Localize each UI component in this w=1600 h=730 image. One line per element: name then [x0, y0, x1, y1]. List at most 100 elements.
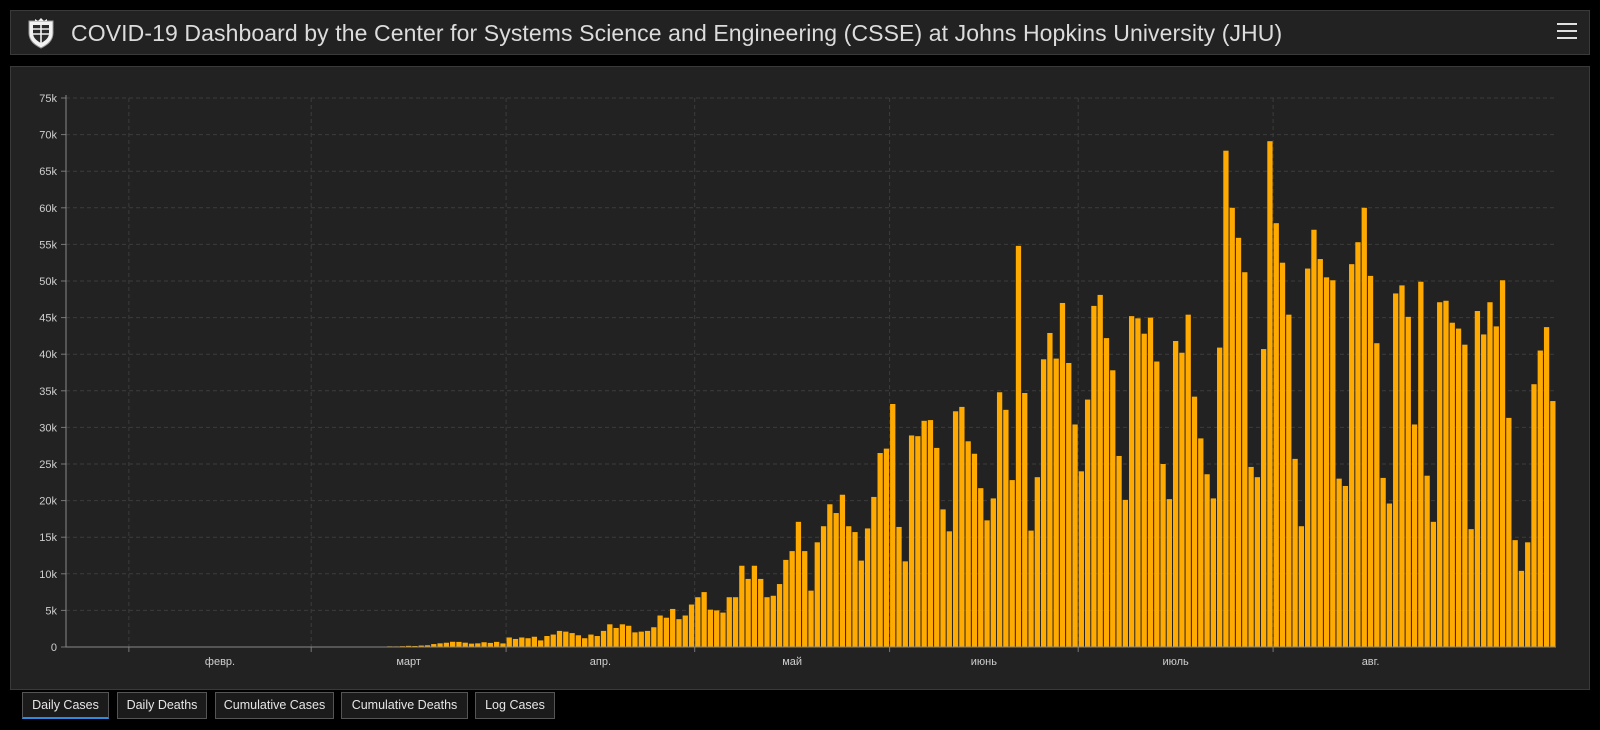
bar	[663, 617, 670, 647]
tab-log-cases[interactable]: Log Cases	[475, 692, 555, 719]
bar	[1116, 455, 1122, 647]
bar	[1254, 477, 1261, 647]
bar	[563, 631, 569, 647]
bar	[1305, 268, 1311, 647]
bar	[927, 420, 934, 647]
tab-daily-deaths[interactable]: Daily Deaths	[117, 692, 207, 719]
bar	[758, 578, 764, 647]
page-title: COVID-19 Dashboard by the Center for Sys…	[71, 20, 1283, 46]
bar	[1411, 424, 1418, 647]
bar	[946, 531, 952, 647]
bar	[1418, 281, 1424, 647]
bar	[594, 636, 600, 647]
y-tick-label: 15k	[39, 532, 57, 544]
bar	[569, 633, 575, 647]
bar	[1525, 542, 1531, 647]
bar	[695, 597, 701, 647]
bar	[732, 597, 739, 647]
bar	[1506, 417, 1512, 647]
daily-cases-chart-panel: 0 5k 10k 15k 20k 25k 30k 35k 40k 45k 50k 55k 60k 65k 7…	[10, 66, 1590, 690]
bar	[1298, 526, 1305, 647]
bar	[682, 615, 688, 647]
bar	[1336, 478, 1342, 647]
bar	[1248, 466, 1254, 647]
bar	[500, 643, 506, 647]
bar	[1217, 347, 1223, 647]
bar	[670, 608, 676, 647]
bar	[1179, 352, 1185, 647]
bar	[1474, 311, 1481, 647]
bar	[839, 494, 846, 647]
bar	[1550, 401, 1556, 647]
bar	[424, 645, 431, 647]
bar	[1405, 316, 1411, 647]
bar	[776, 584, 783, 647]
bar	[588, 634, 594, 647]
bar	[1191, 396, 1198, 647]
bar	[657, 615, 663, 647]
bar	[1210, 498, 1217, 647]
y-tick-label: 45k	[39, 313, 57, 325]
bar	[512, 638, 519, 647]
y-tick-label: 35k	[39, 386, 57, 398]
y-tick-label: 30k	[39, 422, 57, 434]
bar	[1443, 300, 1449, 647]
bar	[456, 641, 462, 647]
bar	[1518, 570, 1525, 647]
bar	[1462, 344, 1468, 647]
y-tick-label: 55k	[39, 239, 57, 251]
bar	[638, 631, 644, 647]
bar	[1355, 242, 1361, 647]
bar	[871, 496, 877, 647]
bar	[494, 641, 500, 647]
bar	[1166, 499, 1172, 647]
bar	[714, 610, 720, 647]
tab-cumulative-deaths[interactable]: Cumulative Deaths	[341, 692, 468, 719]
bar	[1047, 332, 1053, 647]
bar	[1059, 302, 1066, 647]
bar	[940, 509, 946, 647]
bar	[984, 520, 990, 647]
bar	[575, 635, 582, 647]
hamburger-menu-icon[interactable]	[1557, 23, 1577, 41]
bar	[1078, 471, 1084, 647]
bar	[965, 441, 971, 647]
tab-cumulative-cases[interactable]: Cumulative Cases	[215, 692, 334, 719]
bar	[971, 453, 978, 647]
bar	[720, 612, 726, 647]
bar	[1141, 333, 1147, 647]
bar	[1084, 399, 1091, 647]
bar	[644, 630, 651, 647]
bar	[1311, 229, 1317, 647]
bar	[726, 597, 732, 647]
y-tick-label: 10k	[39, 569, 57, 581]
bar	[908, 435, 915, 647]
bar	[1449, 322, 1455, 647]
bar	[1066, 362, 1072, 647]
bar	[1455, 328, 1462, 647]
bar	[1198, 438, 1204, 647]
bar	[1015, 245, 1022, 648]
bar	[915, 436, 921, 647]
y-tick-label: 50k	[39, 276, 57, 288]
bar	[1481, 334, 1487, 647]
x-tick-label: апр.	[590, 656, 611, 668]
bar	[827, 504, 833, 647]
bar	[1185, 314, 1191, 647]
bar	[487, 642, 494, 647]
bar	[431, 644, 437, 647]
bar	[1160, 464, 1166, 647]
bar	[770, 595, 776, 647]
bar	[783, 559, 789, 647]
bar	[531, 636, 538, 647]
bar	[1361, 207, 1367, 648]
bar	[1317, 259, 1323, 647]
bar	[619, 624, 626, 647]
bar	[802, 551, 808, 647]
y-tick-label: 75k	[39, 93, 57, 105]
bar	[1053, 358, 1059, 647]
bar	[921, 420, 927, 647]
y-tick-label: 20k	[39, 496, 57, 508]
tab-daily-cases[interactable]: Daily Cases	[22, 692, 109, 719]
y-tick-label: 65k	[39, 166, 57, 178]
